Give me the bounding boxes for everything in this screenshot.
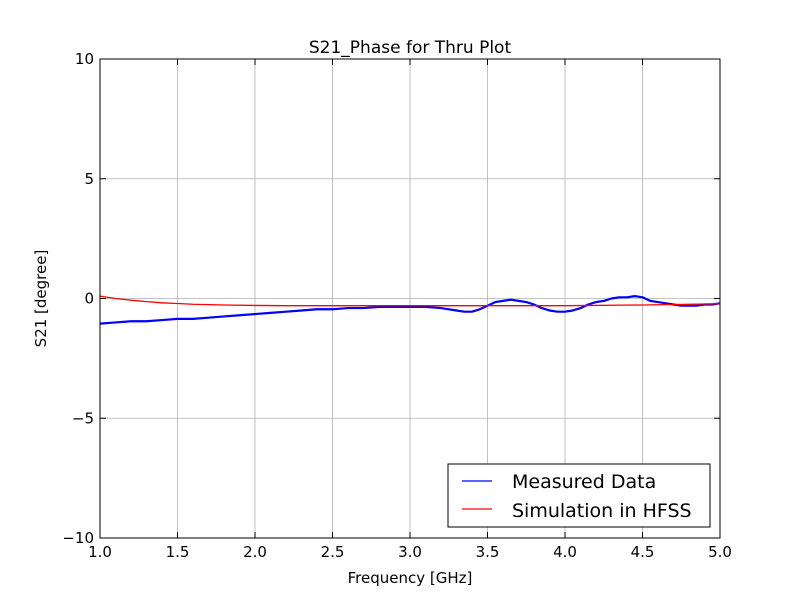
- y-axis-label: S21 [degree]: [32, 250, 50, 348]
- chart-title: S21_Phase for Thru Plot: [309, 38, 512, 58]
- y-tick-label: 5: [84, 170, 94, 188]
- y-tick-label: −10: [62, 529, 94, 547]
- series-line-simulation: [99, 295, 721, 307]
- x-tick-label: 3.5: [476, 543, 500, 561]
- x-tick-label: 5.0: [708, 543, 732, 561]
- y-tick-label: −5: [72, 409, 94, 427]
- x-axis-label: Frequency [GHz]: [348, 569, 473, 587]
- x-tick-label: 3.0: [398, 543, 422, 561]
- ticks: 1.0 1.5 2.0 2.5 3.0 3.5 4.0 4.5 5.0 10 5 0 −5 −10: [62, 50, 732, 561]
- x-tick-label: 1.0: [88, 543, 112, 561]
- legend: Measured Data Simulation in HFSS: [447, 463, 711, 528]
- x-tick-label: 4.0: [553, 543, 577, 561]
- legend-box: [447, 463, 711, 528]
- legend-label-measured: Measured Data: [512, 471, 656, 493]
- series-line-measured: [99, 295, 721, 325]
- y-tick-label: 10: [75, 50, 94, 68]
- x-tick-label: 4.5: [631, 543, 655, 561]
- series-layer: [99, 295, 721, 325]
- x-tick-label: 1.5: [166, 543, 190, 561]
- legend-label-simulation: Simulation in HFSS: [512, 500, 692, 522]
- x-tick-label: 2.0: [243, 543, 267, 561]
- y-tick-label: 0: [84, 290, 94, 308]
- x-tick-label: 2.5: [321, 543, 345, 561]
